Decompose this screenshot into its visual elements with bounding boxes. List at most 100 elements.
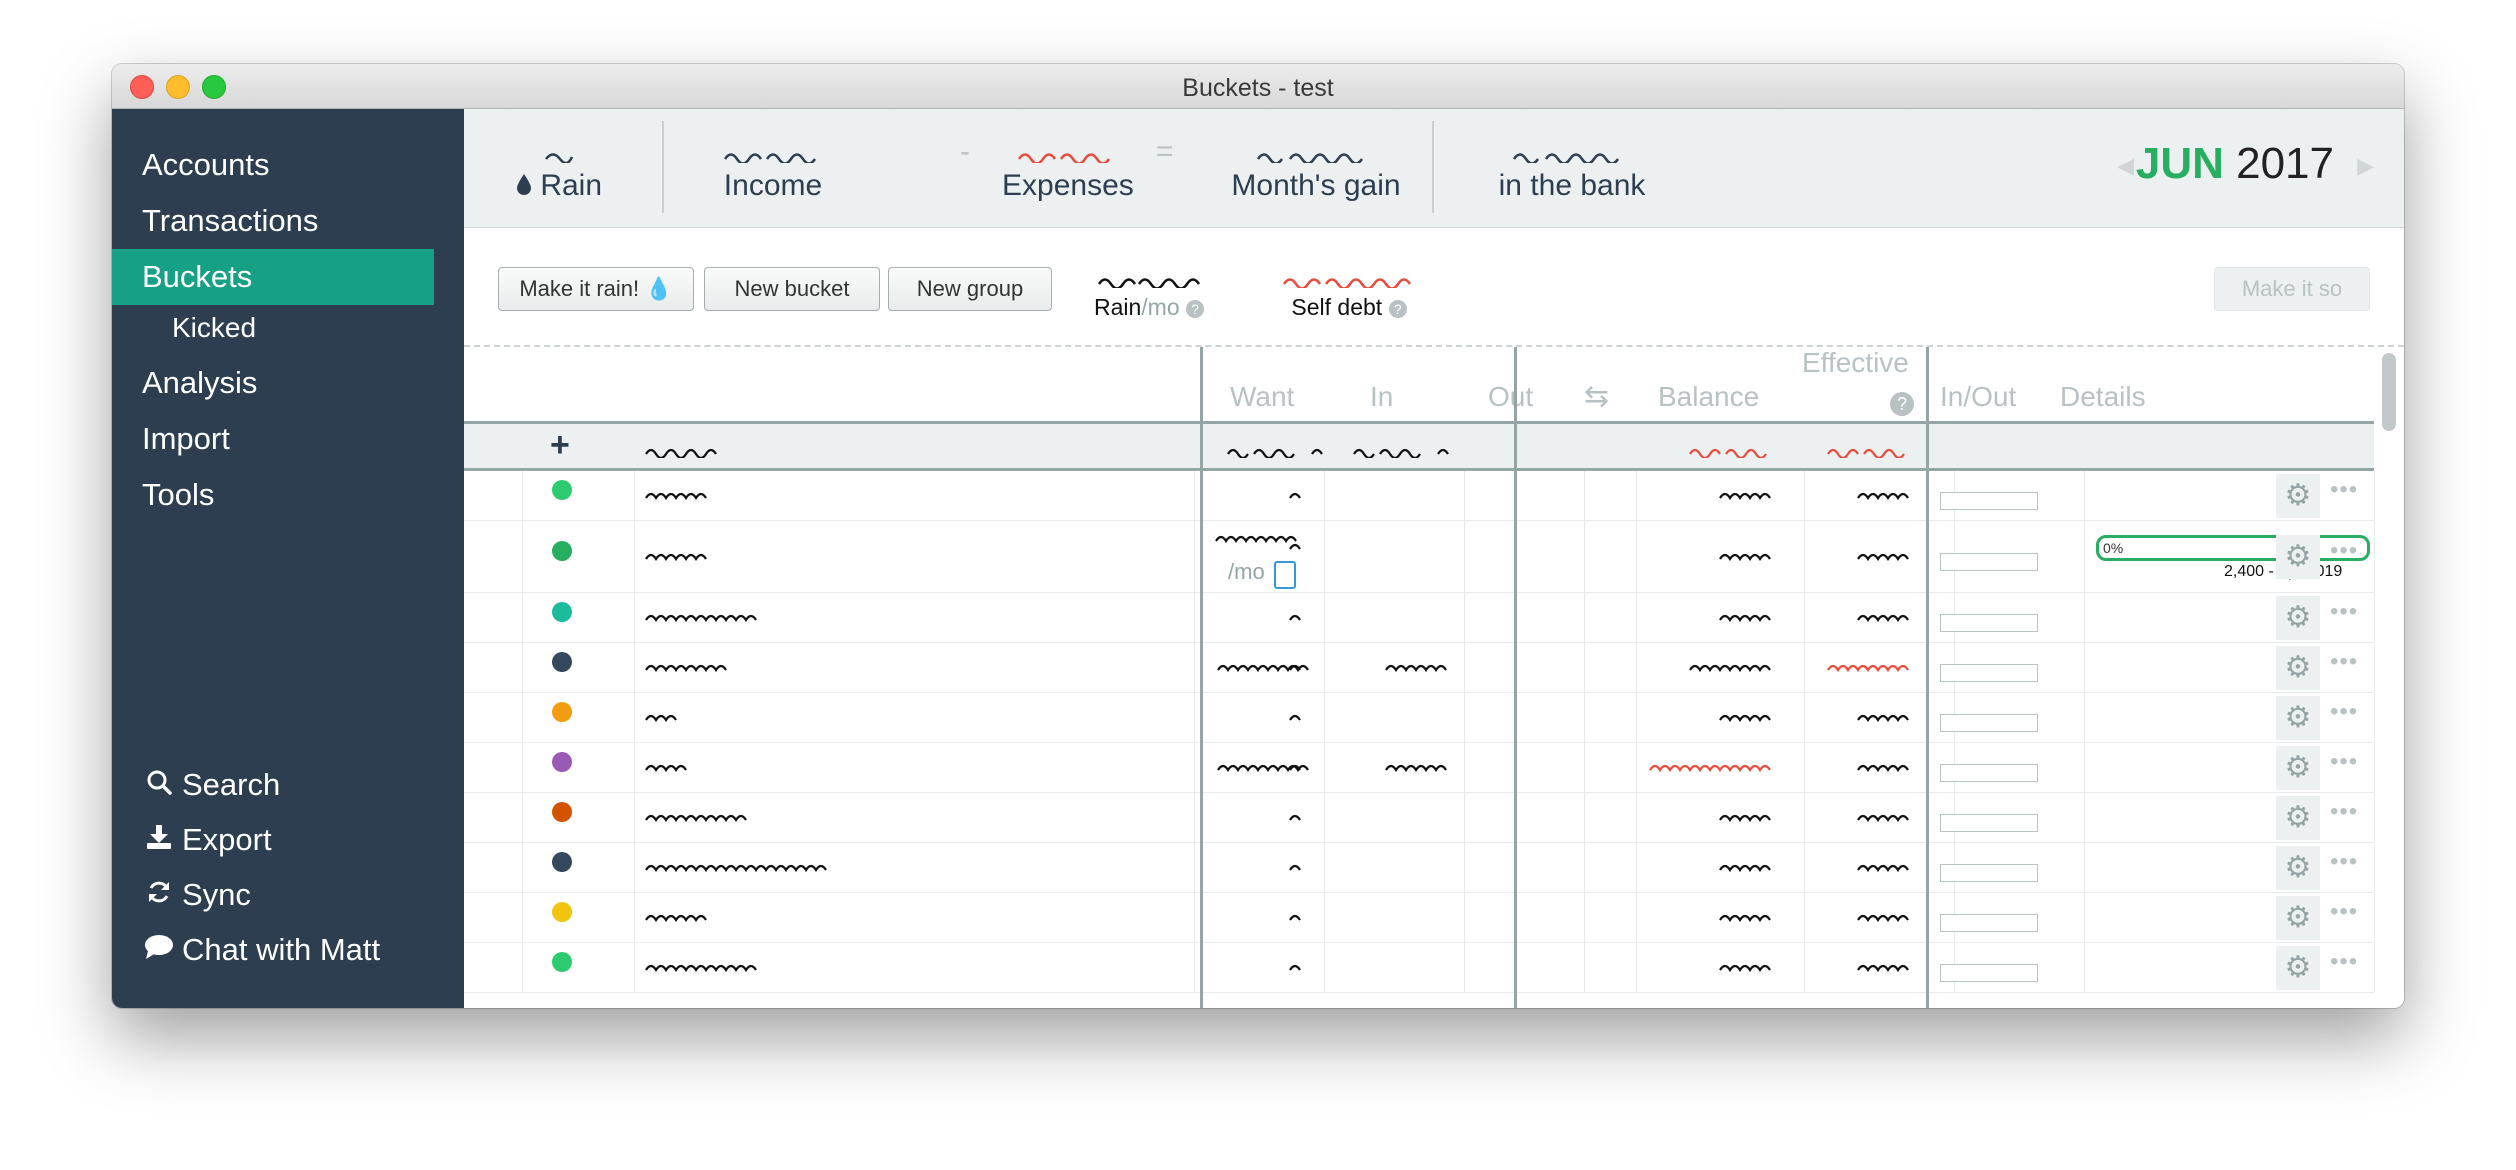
in-out-input[interactable] [1940,714,2038,732]
in-out-input[interactable] [1940,492,2038,510]
make-it-so-button[interactable]: Make it so [2214,267,2370,311]
bucket-color-dot[interactable] [552,541,572,561]
app-window: Buckets - test Accounts Transactions Buc… [112,64,2404,1008]
make-it-rain-button[interactable]: Make it rain! 💧 [498,267,694,311]
more-options-icon[interactable]: ••• [2330,476,2359,503]
sidebar-item-transactions[interactable]: Transactions [142,203,319,238]
want-amount-redacted[interactable] [1288,712,1310,724]
want-amount-redacted[interactable] [1288,912,1310,924]
want-amount-redacted[interactable] [1288,612,1310,624]
more-options-icon[interactable]: ••• [2330,648,2359,675]
per-month-toggle[interactable] [1274,561,1296,589]
want-amount-redacted[interactable] [1288,541,1310,553]
add-bucket-button[interactable]: + [550,426,570,464]
bucket-color-dot[interactable] [552,480,572,500]
bucket-name-redacted[interactable] [644,812,754,824]
bucket-name-redacted[interactable] [644,962,764,974]
bucket-name-redacted[interactable] [644,662,734,674]
in-out-input[interactable] [1940,864,2038,882]
bucket-color-dot[interactable] [552,902,572,922]
gear-icon[interactable]: ⚙ [2276,846,2320,890]
cell-border [1464,793,1465,842]
more-options-icon[interactable]: ••• [2330,798,2359,825]
window-title: Buckets - test [1182,74,1334,102]
balance-amount-redacted [1719,492,1771,501]
gear-icon[interactable]: ⚙ [2276,474,2320,518]
bucket-color-dot[interactable] [552,652,572,672]
sidebar-item-chat[interactable]: Chat with Matt [142,932,380,968]
cell-border [522,743,523,792]
want-amount-redacted[interactable] [1288,862,1310,874]
self-debt-label: Self debt [1291,294,1383,320]
more-options-icon[interactable]: ••• [2330,948,2359,975]
bucket-color-dot[interactable] [552,952,572,972]
help-icon[interactable]: ? [1890,385,1914,417]
table-row: ⚙ ••• [464,893,2375,943]
month-selector: JUN 2017 [2136,139,2334,189]
more-options-icon[interactable]: ••• [2330,598,2359,625]
bucket-name-redacted[interactable] [644,612,764,624]
in-out-input[interactable] [1940,964,2038,982]
sidebar-item-analysis[interactable]: Analysis [142,365,258,400]
gear-icon[interactable]: ⚙ [2276,796,2320,840]
gear-icon[interactable]: ⚙ [2276,696,2320,740]
sidebar-item-import[interactable]: Import [142,421,230,456]
bucket-color-dot[interactable] [552,702,572,722]
bucket-name-redacted[interactable] [644,712,684,724]
bucket-color-dot[interactable] [552,752,572,772]
next-month-icon[interactable]: ▶ [2357,153,2374,178]
in-out-input[interactable] [1940,553,2038,571]
gear-icon[interactable]: ⚙ [2276,896,2320,940]
sidebar-item-buckets[interactable]: Buckets [112,249,434,305]
sidebar-item-kicked[interactable]: Kicked [172,312,257,343]
per-month-label: /mo [1228,559,1265,584]
bucket-name-redacted[interactable] [644,490,714,502]
more-options-icon[interactable]: ••• [2330,698,2359,725]
minimize-window-button[interactable] [166,75,190,99]
in-out-input[interactable] [1940,914,2038,932]
cell-border [634,743,635,792]
more-options-icon[interactable]: ••• [2330,537,2359,564]
want-amount-redacted[interactable] [1288,812,1310,824]
gear-icon[interactable]: ⚙ [2276,746,2320,790]
cell-border [2374,843,2375,892]
zoom-window-button[interactable] [202,75,226,99]
in-out-input[interactable] [1940,814,2038,832]
new-bucket-button[interactable]: New bucket [704,267,880,311]
gear-icon[interactable]: ⚙ [2276,946,2320,990]
in-out-input[interactable] [1940,614,2038,632]
bucket-color-dot[interactable] [552,852,572,872]
in-out-input[interactable] [1940,664,2038,682]
bucket-name-redacted[interactable] [644,551,714,563]
sidebar-item-tools[interactable]: Tools [142,477,215,512]
gear-icon[interactable]: ⚙ [2276,646,2320,690]
transfer-icon[interactable]: ⇆ [1584,380,1610,413]
close-window-button[interactable] [130,75,154,99]
new-group-button[interactable]: New group [888,267,1052,311]
help-icon[interactable]: ? [1388,299,1407,318]
more-options-icon[interactable]: ••• [2330,898,2359,925]
sidebar-item-export[interactable]: Export [142,822,272,858]
in-out-input[interactable] [1940,764,2038,782]
sidebar-item-search[interactable]: Search [142,767,280,803]
bucket-name-redacted[interactable] [644,862,834,874]
bucket-name-redacted[interactable] [644,762,694,774]
bucket-name-redacted[interactable] [644,912,714,924]
buckets-table: Want In Out ⇆ Balance Effective ? In/Out… [464,347,2375,1008]
help-icon[interactable]: ? [1186,299,1205,318]
sidebar-item-sync[interactable]: Sync [142,877,251,913]
want-amount-redacted[interactable] [1288,490,1310,502]
more-options-icon[interactable]: ••• [2330,748,2359,775]
cell-border [634,471,635,520]
gear-icon[interactable]: ⚙ [2276,535,2320,579]
rain-per-month-redacted [1097,278,1201,290]
more-options-icon[interactable]: ••• [2330,848,2359,875]
bucket-color-dot[interactable] [552,802,572,822]
sidebar-item-accounts[interactable]: Accounts [142,147,270,182]
gear-icon[interactable]: ⚙ [2276,596,2320,640]
bank-amount-redacted [1512,153,1620,163]
prev-month-icon[interactable]: ◀ [2117,153,2134,178]
vertical-scrollbar[interactable] [2382,353,2396,431]
bucket-color-dot[interactable] [552,602,572,622]
want-amount-redacted[interactable] [1288,962,1310,974]
